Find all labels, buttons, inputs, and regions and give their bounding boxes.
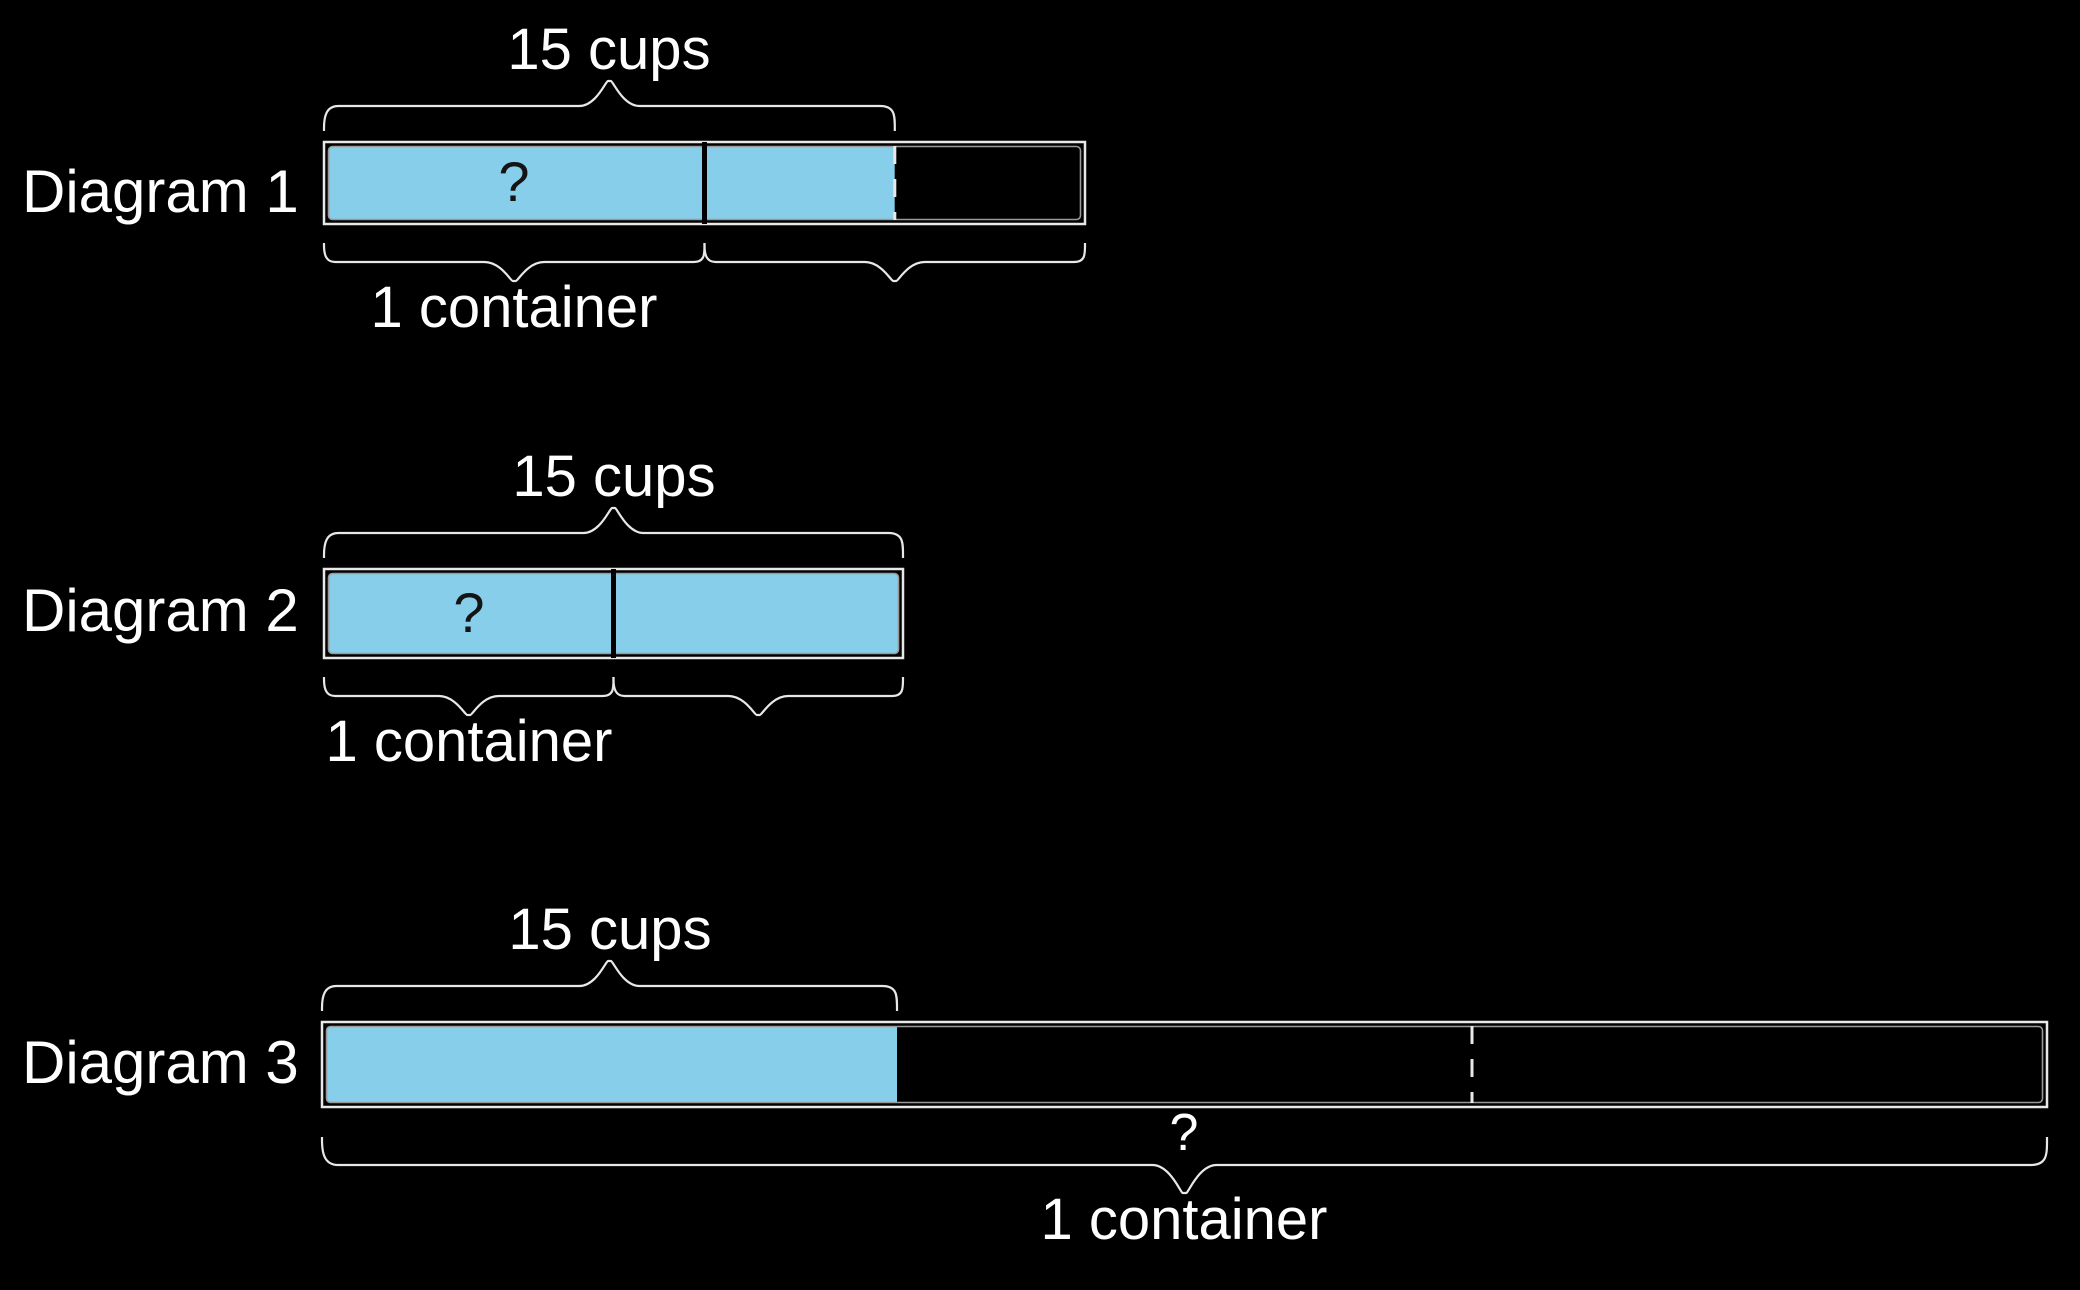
- svg-text:?: ?: [498, 150, 529, 213]
- svg-text:1 container: 1 container: [326, 709, 613, 774]
- svg-text:Diagram 1: Diagram 1: [22, 158, 299, 225]
- svg-text:15 cups: 15 cups: [512, 444, 715, 509]
- svg-text:15 cups: 15 cups: [508, 897, 711, 962]
- svg-text:1 container: 1 container: [1041, 1187, 1328, 1252]
- svg-text:1 container: 1 container: [371, 275, 658, 340]
- svg-text:15 cups: 15 cups: [507, 17, 710, 82]
- svg-text:?: ?: [453, 581, 484, 644]
- svg-text:Diagram 3: Diagram 3: [22, 1029, 299, 1096]
- svg-text:?: ?: [1170, 1104, 1199, 1162]
- svg-text:Diagram 2: Diagram 2: [22, 577, 299, 644]
